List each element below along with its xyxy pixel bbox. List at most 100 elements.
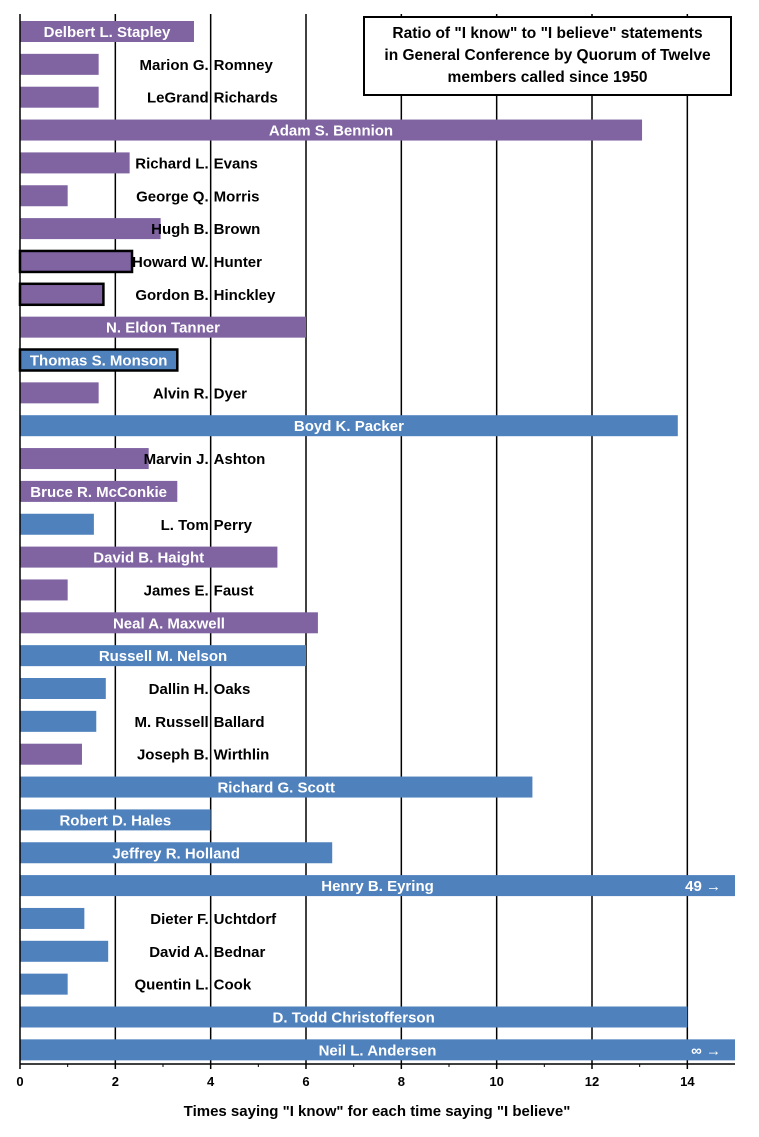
- bar-group-james-e-faust: James E. Faust: [20, 579, 254, 601]
- bar-label: Boyd K. Packer: [294, 418, 404, 435]
- bar-label-first: Hugh B.: [151, 221, 209, 238]
- bar: [20, 513, 94, 535]
- bar-label-first: George Q.: [136, 188, 209, 205]
- x-tick-label: 10: [489, 1074, 503, 1089]
- bar-group-m-russell-ballard: M. Russell Ballard: [20, 710, 265, 732]
- bar-group-richard-l-evans: Richard L. Evans: [20, 152, 258, 174]
- bar: [20, 415, 678, 437]
- bar: [20, 119, 643, 141]
- bar: [20, 382, 99, 404]
- bar-group-delbert-l-stapley: Delbert L. Stapley: [20, 21, 194, 42]
- bar-label-last: Dyer: [214, 385, 248, 402]
- bar: [20, 185, 68, 207]
- bar-label-last: Perry: [214, 517, 253, 534]
- bar: [20, 907, 85, 929]
- bar-label-last: Brown: [214, 221, 261, 238]
- bar-group-jeffrey-r-holland: Jeffrey R. Holland: [20, 842, 333, 864]
- bar-label-last: Ballard: [214, 714, 265, 731]
- bar-label-first: Joseph B.: [137, 747, 209, 764]
- bar-label: N. Eldon Tanner: [106, 320, 220, 337]
- bar-label-first: Dieter F.: [150, 911, 208, 928]
- bar-label: Neal A. Maxwell: [113, 615, 225, 632]
- bar-group-adam-s-bennion: Adam S. Bennion: [20, 119, 643, 141]
- bar: [20, 645, 306, 667]
- bar-label: Adam S. Bennion: [269, 123, 393, 140]
- bar-label: Russell M. Nelson: [99, 648, 227, 665]
- bar-group-l-tom-perry: L. Tom Perry: [20, 513, 253, 535]
- x-tick-label: 0: [16, 1074, 23, 1089]
- bar: [20, 53, 99, 75]
- bar-group-d-todd-christofferson: D. Todd Christofferson: [20, 1006, 688, 1028]
- bar: [20, 809, 211, 831]
- bar-group-dieter-f-uchtdorf: Dieter F. Uchtdorf: [20, 907, 277, 929]
- bar-label-last: Uchtdorf: [214, 911, 277, 928]
- bar-group-david-a-bednar: David A. Bednar: [20, 940, 266, 962]
- bar-group-george-q-morris: George Q. Morris: [20, 185, 260, 207]
- chart-title-line-1: Ratio of "I know" to "I believe" stateme…: [392, 25, 703, 42]
- bar-label-first: Quentin L.: [134, 977, 208, 994]
- bar-label: Jeffrey R. Holland: [112, 845, 240, 862]
- bar: [20, 448, 149, 470]
- bar-group-dallin-h-oaks: Dallin H. Oaks: [20, 678, 250, 699]
- bar-label: Neil L. Andersen: [319, 1042, 437, 1059]
- bar: [20, 678, 106, 699]
- bar-label-last: Wirthlin: [214, 747, 270, 764]
- bar: [20, 973, 68, 995]
- bar-group-boyd-k-packer: Boyd K. Packer: [20, 415, 678, 437]
- bar-label-first: Gordon B.: [135, 287, 208, 304]
- bar-group-gordon-b-hinckley: Gordon B. Hinckley: [18, 282, 276, 307]
- bar-label-first: Alvin R.: [153, 385, 209, 402]
- bar-label-first: L. Tom: [161, 517, 209, 534]
- chart-title-box: Ratio of "I know" to "I believe" stateme…: [363, 16, 732, 96]
- x-tick-label: 6: [302, 1074, 309, 1089]
- bar-group-thomas-s-monson: Thomas S. Monson: [18, 348, 179, 372]
- axes: [19, 14, 735, 1069]
- bar-label-last: Romney: [214, 57, 274, 74]
- bar-label-last: Cook: [214, 977, 252, 994]
- bar-label: Bruce R. McConkie: [30, 484, 167, 501]
- bar-label: David B. Haight: [93, 550, 204, 567]
- bar-group-robert-d-hales: Robert D. Hales: [20, 809, 211, 831]
- bar-label-last: Hinckley: [214, 287, 276, 304]
- x-tick-label: 12: [585, 1074, 599, 1089]
- gridlines: [114, 14, 689, 1064]
- bar: [20, 21, 194, 42]
- bar: [20, 579, 68, 601]
- bar-value-label: ∞ →: [691, 1042, 721, 1059]
- bar: [20, 480, 178, 502]
- chart-title-line-2: in General Conference by Quorum of Twelv…: [384, 47, 711, 64]
- bar-label-last: Bednar: [214, 944, 266, 961]
- bar: [20, 710, 97, 732]
- x-axis-title: Times saying "I know" for each time sayi…: [184, 1103, 571, 1120]
- bar-group-hugh-b-brown: Hugh B. Brown: [20, 218, 261, 240]
- bar: [20, 842, 333, 864]
- bar-group-bruce-r-mcconkie: Bruce R. McConkie: [20, 480, 178, 502]
- bar-label-last: Morris: [214, 188, 260, 205]
- bar-group-alvin-r-dyer: Alvin R. Dyer: [20, 382, 248, 404]
- bar-label-last: Faust: [214, 582, 254, 599]
- bar-label-first: Howard W.: [132, 254, 209, 271]
- bar-group-n-eldon-tanner: N. Eldon Tanner: [20, 316, 306, 338]
- bar-label: D. Todd Christofferson: [273, 1010, 435, 1027]
- bar: [20, 743, 82, 765]
- bar-label: Henry B. Eyring: [321, 878, 434, 895]
- bar-label-last: Hunter: [214, 254, 262, 271]
- bar: [20, 152, 130, 174]
- bar-label-first: M. Russell: [134, 714, 208, 731]
- bar-group-henry-b-eyring: Henry B. Eyring 49 →: [20, 875, 735, 897]
- bar-label: Thomas S. Monson: [30, 353, 168, 370]
- bar-label-last: Oaks: [214, 681, 251, 698]
- x-tick-label: 14: [680, 1074, 695, 1089]
- bar-label-first: Marvin J.: [144, 451, 209, 468]
- bar-label-last: Evans: [214, 155, 258, 172]
- x-tick-labels: 0 2 4 6 8 10 12 14: [16, 1074, 695, 1089]
- bar-label-first: David A.: [149, 944, 208, 961]
- bar-label-first: LeGrand: [147, 90, 209, 107]
- bar-label-first: James E.: [144, 582, 209, 599]
- bar: [18, 282, 105, 307]
- bar: [20, 86, 99, 108]
- bar-group-joseph-b-wirthlin: Joseph B. Wirthlin: [20, 743, 270, 765]
- x-tick-label: 4: [207, 1074, 215, 1089]
- bar: [20, 546, 278, 568]
- bar: [20, 875, 735, 897]
